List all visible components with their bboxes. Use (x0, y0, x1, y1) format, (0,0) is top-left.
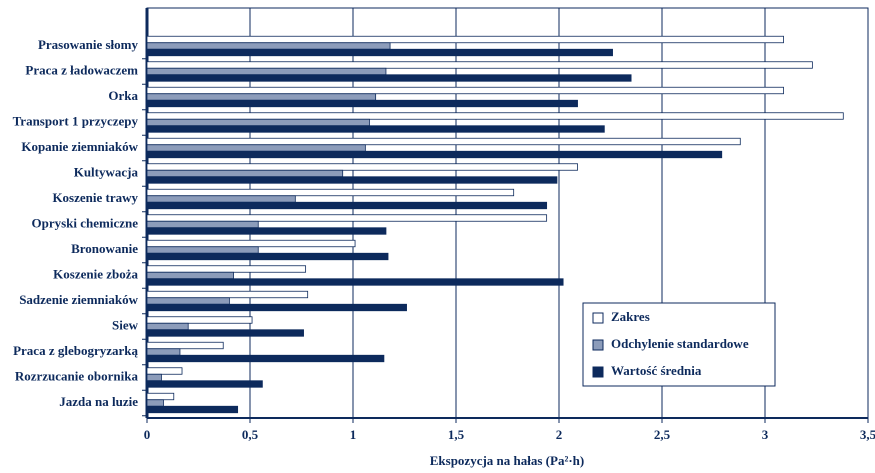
bar (146, 246, 259, 254)
bar (146, 137, 741, 146)
legend-swatch (592, 339, 604, 351)
bar (146, 303, 407, 312)
bar (146, 290, 309, 299)
bar (146, 399, 164, 407)
x-tick-label: 1,5 (448, 427, 465, 442)
bar (146, 176, 558, 184)
legend-swatch (592, 312, 604, 324)
bar (146, 322, 189, 331)
bar (146, 265, 307, 273)
bar (146, 392, 175, 401)
bar (146, 42, 391, 50)
x-tick-label: 3 (762, 427, 769, 442)
bar (146, 239, 356, 248)
legend-label: Zakres (611, 309, 650, 324)
bar (146, 227, 387, 235)
bar (146, 220, 259, 229)
bar (146, 86, 784, 95)
bar (146, 61, 813, 69)
y-tick-label: Praca z ładowaczem (25, 62, 138, 77)
bar (146, 93, 377, 101)
x-axis-label: Ekspozycja na hałas (Pa²·h) (430, 453, 585, 468)
x-tick-label: 0 (144, 427, 151, 442)
y-tick-label: Prasowanie słomy (38, 37, 139, 52)
bar (146, 316, 253, 324)
x-tick-label: 2,5 (654, 427, 671, 442)
y-tick-label: Kopanie ziemniaków (21, 139, 138, 154)
bar (146, 195, 296, 203)
x-tick-label: 2 (556, 427, 563, 442)
bar (146, 348, 181, 356)
legend-box (582, 302, 776, 387)
bar (146, 201, 548, 210)
legend-label: Wartość średnia (611, 363, 702, 378)
bar (146, 150, 723, 159)
bar (146, 67, 387, 76)
bar (146, 112, 844, 120)
bar (146, 367, 183, 375)
y-tick-label: Orka (108, 88, 138, 103)
y-tick-label: Jazda na luzie (59, 394, 138, 409)
x-tick-label: 1 (350, 427, 357, 442)
legend-swatch (592, 366, 604, 378)
bar (146, 118, 370, 127)
bar (146, 405, 239, 414)
bar (146, 297, 230, 305)
bar (146, 354, 385, 363)
bar (146, 329, 304, 337)
bar (146, 163, 578, 171)
y-tick-label: Sadzenie ziemniaków (19, 292, 138, 307)
bar (146, 144, 366, 152)
x-tick-label: 0,5 (242, 427, 259, 442)
bar (146, 169, 344, 178)
bar (146, 74, 632, 82)
bar (146, 252, 389, 261)
y-tick-label: Rozrzucanie obornika (15, 368, 139, 383)
y-tick-label: Siew (112, 317, 139, 332)
y-tick-label: Transport 1 przyczepy (13, 113, 139, 128)
bar (146, 373, 162, 382)
bar (146, 341, 224, 350)
y-tick-label: Koszenie zboża (53, 266, 138, 281)
bar (146, 35, 784, 44)
y-tick-label: Bronowanie (71, 241, 138, 256)
legend-label: Odchylenie standardowe (611, 336, 749, 351)
bar (146, 188, 515, 197)
y-tick-label: Koszenie trawy (52, 190, 138, 205)
bar (146, 99, 578, 108)
bar (146, 214, 548, 222)
x-tick-label: 3,5 (860, 427, 875, 442)
y-tick-label: Kultywacja (74, 164, 139, 179)
bar (146, 380, 263, 388)
bar (146, 48, 613, 57)
bar (146, 125, 605, 133)
bar (146, 278, 564, 286)
y-tick-label: Opryski chemiczne (31, 215, 138, 230)
bar (146, 271, 234, 280)
y-tick-label: Praca z glebogryzarką (13, 343, 138, 358)
